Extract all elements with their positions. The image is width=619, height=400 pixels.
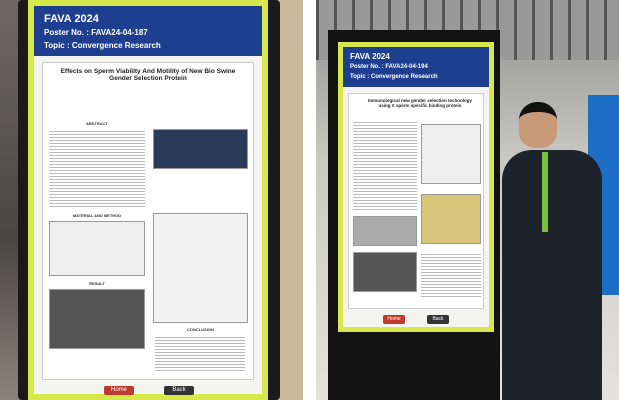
poster-paper: Immunological new gender selection techn…	[348, 93, 484, 309]
poster-topic: Topic : Convergence Research	[44, 41, 161, 50]
back-button: Back	[427, 315, 449, 324]
figure	[49, 221, 145, 276]
logo: FAVA 2024	[44, 13, 99, 25]
lanyard	[542, 152, 548, 232]
person-head	[519, 102, 557, 148]
figure	[353, 216, 417, 246]
poster-screen: FAVA 2024 Poster No. : FAVA24-04-194 Top…	[338, 42, 494, 332]
figure	[153, 213, 248, 323]
text-block	[155, 335, 245, 373]
poster-paper: Effects on Sperm Viability And Motility …	[42, 62, 254, 380]
back-button: Back	[164, 386, 194, 395]
figure	[421, 194, 481, 244]
home-button: Home	[104, 386, 134, 395]
poster-topic: Topic : Convergence Research	[350, 74, 438, 80]
poster-header: FAVA 2024 Poster No. : FAVA24-04-194 Top…	[343, 47, 489, 87]
poster-screen: FAVA 2024 Poster No. : FAVA24-04-187 Top…	[28, 0, 268, 400]
poster-title: Effects on Sperm Viability And Motility …	[60, 68, 236, 82]
figure	[49, 289, 145, 349]
home-button: Home	[383, 315, 405, 324]
poster-number: Poster No. : FAVA24-04-187	[44, 28, 148, 37]
section-heading: RESULT	[89, 281, 105, 286]
text-block	[421, 252, 481, 297]
section-heading: MATERIAL AND METHOD	[72, 213, 122, 218]
poster-number: Poster No. : FAVA24-04-194	[350, 64, 428, 70]
right-photo: FAVA 2024 Poster No. : FAVA24-04-194 Top…	[316, 0, 619, 400]
text-block	[353, 120, 417, 210]
person-body	[502, 150, 602, 400]
figure	[353, 252, 417, 292]
figure	[421, 124, 481, 184]
section-heading: CONCLUSION	[187, 327, 214, 332]
poster-title: Immunological new gender selection techn…	[367, 98, 473, 108]
figure	[153, 129, 248, 169]
logo: FAVA 2024	[350, 52, 390, 61]
left-photo: FAVA 2024 Poster No. : FAVA24-04-187 Top…	[0, 0, 303, 400]
poster-header: FAVA 2024 Poster No. : FAVA24-04-187 Top…	[34, 6, 262, 56]
text-block	[49, 129, 145, 209]
section-heading: ABSTRACT	[86, 121, 108, 126]
